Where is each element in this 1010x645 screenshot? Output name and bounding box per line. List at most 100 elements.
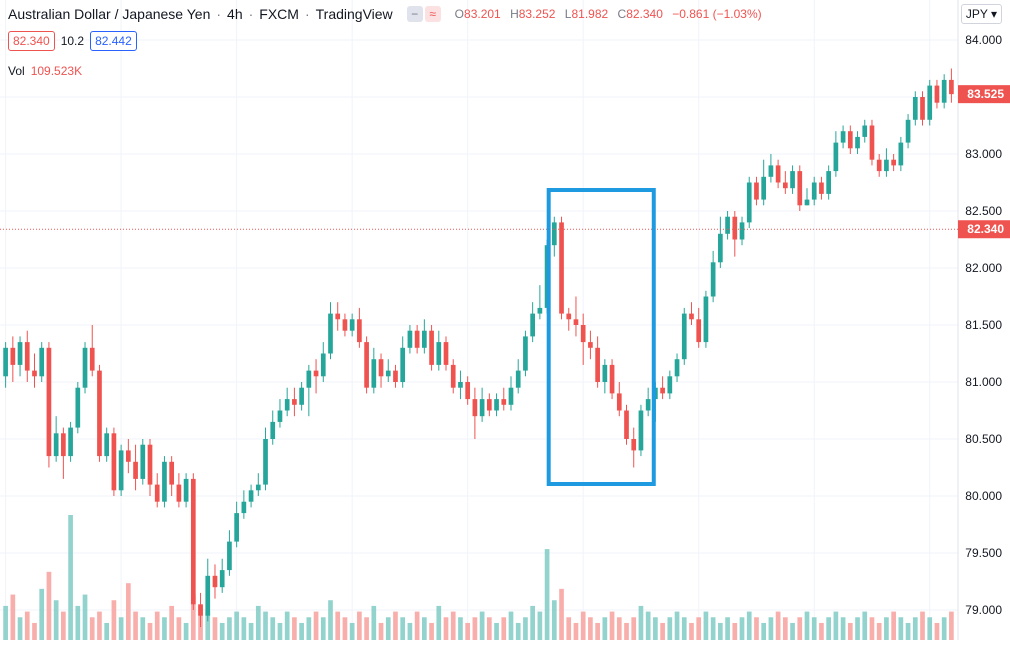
candle[interactable]: [190, 473, 196, 610]
candle[interactable]: [912, 91, 918, 126]
candle[interactable]: [284, 387, 290, 417]
candle[interactable]: [696, 307, 702, 348]
candle[interactable]: [718, 216, 723, 268]
candle[interactable]: [169, 456, 175, 496]
candle[interactable]: [270, 410, 276, 445]
candle[interactable]: [681, 307, 687, 365]
candle[interactable]: [53, 416, 59, 462]
candle[interactable]: [371, 347, 377, 394]
candle[interactable]: [898, 136, 904, 172]
candle[interactable]: [39, 342, 45, 382]
candle[interactable]: [82, 342, 88, 394]
candle[interactable]: [486, 393, 492, 417]
candle[interactable]: [422, 319, 427, 354]
candle[interactable]: [183, 473, 189, 508]
candle[interactable]: [357, 307, 362, 348]
candle[interactable]: [219, 558, 225, 593]
candle[interactable]: [775, 159, 781, 189]
candle[interactable]: [862, 119, 868, 143]
candle[interactable]: [941, 74, 947, 109]
candle[interactable]: [364, 336, 369, 394]
candle[interactable]: [212, 564, 218, 599]
candle[interactable]: [227, 530, 232, 576]
candle[interactable]: [205, 558, 211, 622]
candle[interactable]: [154, 473, 160, 508]
candle[interactable]: [790, 165, 795, 194]
price-axis-background[interactable]: [958, 0, 1010, 640]
candle[interactable]: [299, 382, 304, 411]
candle[interactable]: [443, 336, 449, 371]
candle[interactable]: [450, 359, 456, 394]
candle[interactable]: [342, 313, 348, 337]
candle[interactable]: [472, 387, 478, 439]
candle[interactable]: [725, 211, 730, 240]
candle[interactable]: [949, 68, 954, 103]
candle[interactable]: [804, 188, 810, 206]
candle[interactable]: [761, 159, 767, 206]
candle[interactable]: [255, 473, 261, 496]
candle[interactable]: [10, 336, 16, 382]
candle[interactable]: [551, 216, 557, 257]
candle[interactable]: [24, 330, 30, 382]
candle[interactable]: [710, 250, 716, 303]
candle[interactable]: [292, 387, 297, 417]
candle[interactable]: [176, 473, 182, 508]
compare-icon[interactable]: ≈: [424, 6, 441, 22]
candle[interactable]: [400, 336, 406, 388]
candle[interactable]: [891, 154, 896, 172]
candle[interactable]: [234, 501, 239, 548]
candle[interactable]: [458, 370, 463, 400]
symbol-title[interactable]: Australian Dollar / Japanese Yen: [8, 6, 211, 22]
candle[interactable]: [559, 216, 564, 320]
candle[interactable]: [588, 330, 593, 360]
candle[interactable]: [378, 353, 384, 388]
candle[interactable]: [595, 336, 600, 388]
candle[interactable]: [104, 427, 110, 462]
candle[interactable]: [826, 165, 832, 200]
candle[interactable]: [162, 456, 167, 508]
candle[interactable]: [320, 342, 326, 382]
candle[interactable]: [667, 370, 673, 400]
candle[interactable]: [263, 427, 268, 491]
candle[interactable]: [811, 176, 817, 206]
candle[interactable]: [782, 171, 788, 194]
candle[interactable]: [414, 325, 420, 354]
candle[interactable]: [840, 125, 846, 149]
hide-icon[interactable]: −: [406, 6, 423, 22]
candle[interactable]: [508, 376, 514, 411]
candle[interactable]: [241, 490, 247, 519]
candle[interactable]: [3, 342, 8, 388]
candle[interactable]: [133, 444, 138, 491]
candle[interactable]: [97, 364, 102, 462]
highlight-box[interactable]: [546, 188, 656, 486]
candle[interactable]: [602, 359, 608, 394]
sell-price-button[interactable]: 82.340: [8, 31, 55, 51]
candle[interactable]: [703, 290, 709, 348]
candle[interactable]: [89, 325, 95, 377]
candle[interactable]: [580, 313, 586, 365]
candle[interactable]: [393, 364, 398, 388]
candle[interactable]: [884, 148, 889, 177]
candle[interactable]: [566, 307, 572, 331]
candle[interactable]: [797, 165, 803, 211]
candle[interactable]: [754, 176, 759, 206]
candle[interactable]: [660, 376, 665, 400]
candle[interactable]: [46, 342, 52, 468]
candle[interactable]: [689, 302, 694, 325]
candle[interactable]: [573, 296, 579, 337]
currency-selector[interactable]: JPY ▾: [960, 4, 1002, 24]
candle[interactable]: [739, 216, 745, 246]
legend-toggle[interactable]: − ≈: [406, 6, 441, 22]
candle[interactable]: [328, 302, 333, 360]
candle[interactable]: [768, 154, 774, 183]
candle[interactable]: [140, 439, 146, 485]
candle[interactable]: [465, 376, 471, 405]
candle[interactable]: [306, 364, 312, 417]
buy-price-button[interactable]: 82.442: [90, 31, 137, 51]
candle[interactable]: [530, 302, 535, 343]
candle[interactable]: [833, 131, 839, 177]
candle[interactable]: [876, 154, 882, 177]
candle[interactable]: [407, 325, 413, 354]
candle[interactable]: [349, 313, 355, 337]
